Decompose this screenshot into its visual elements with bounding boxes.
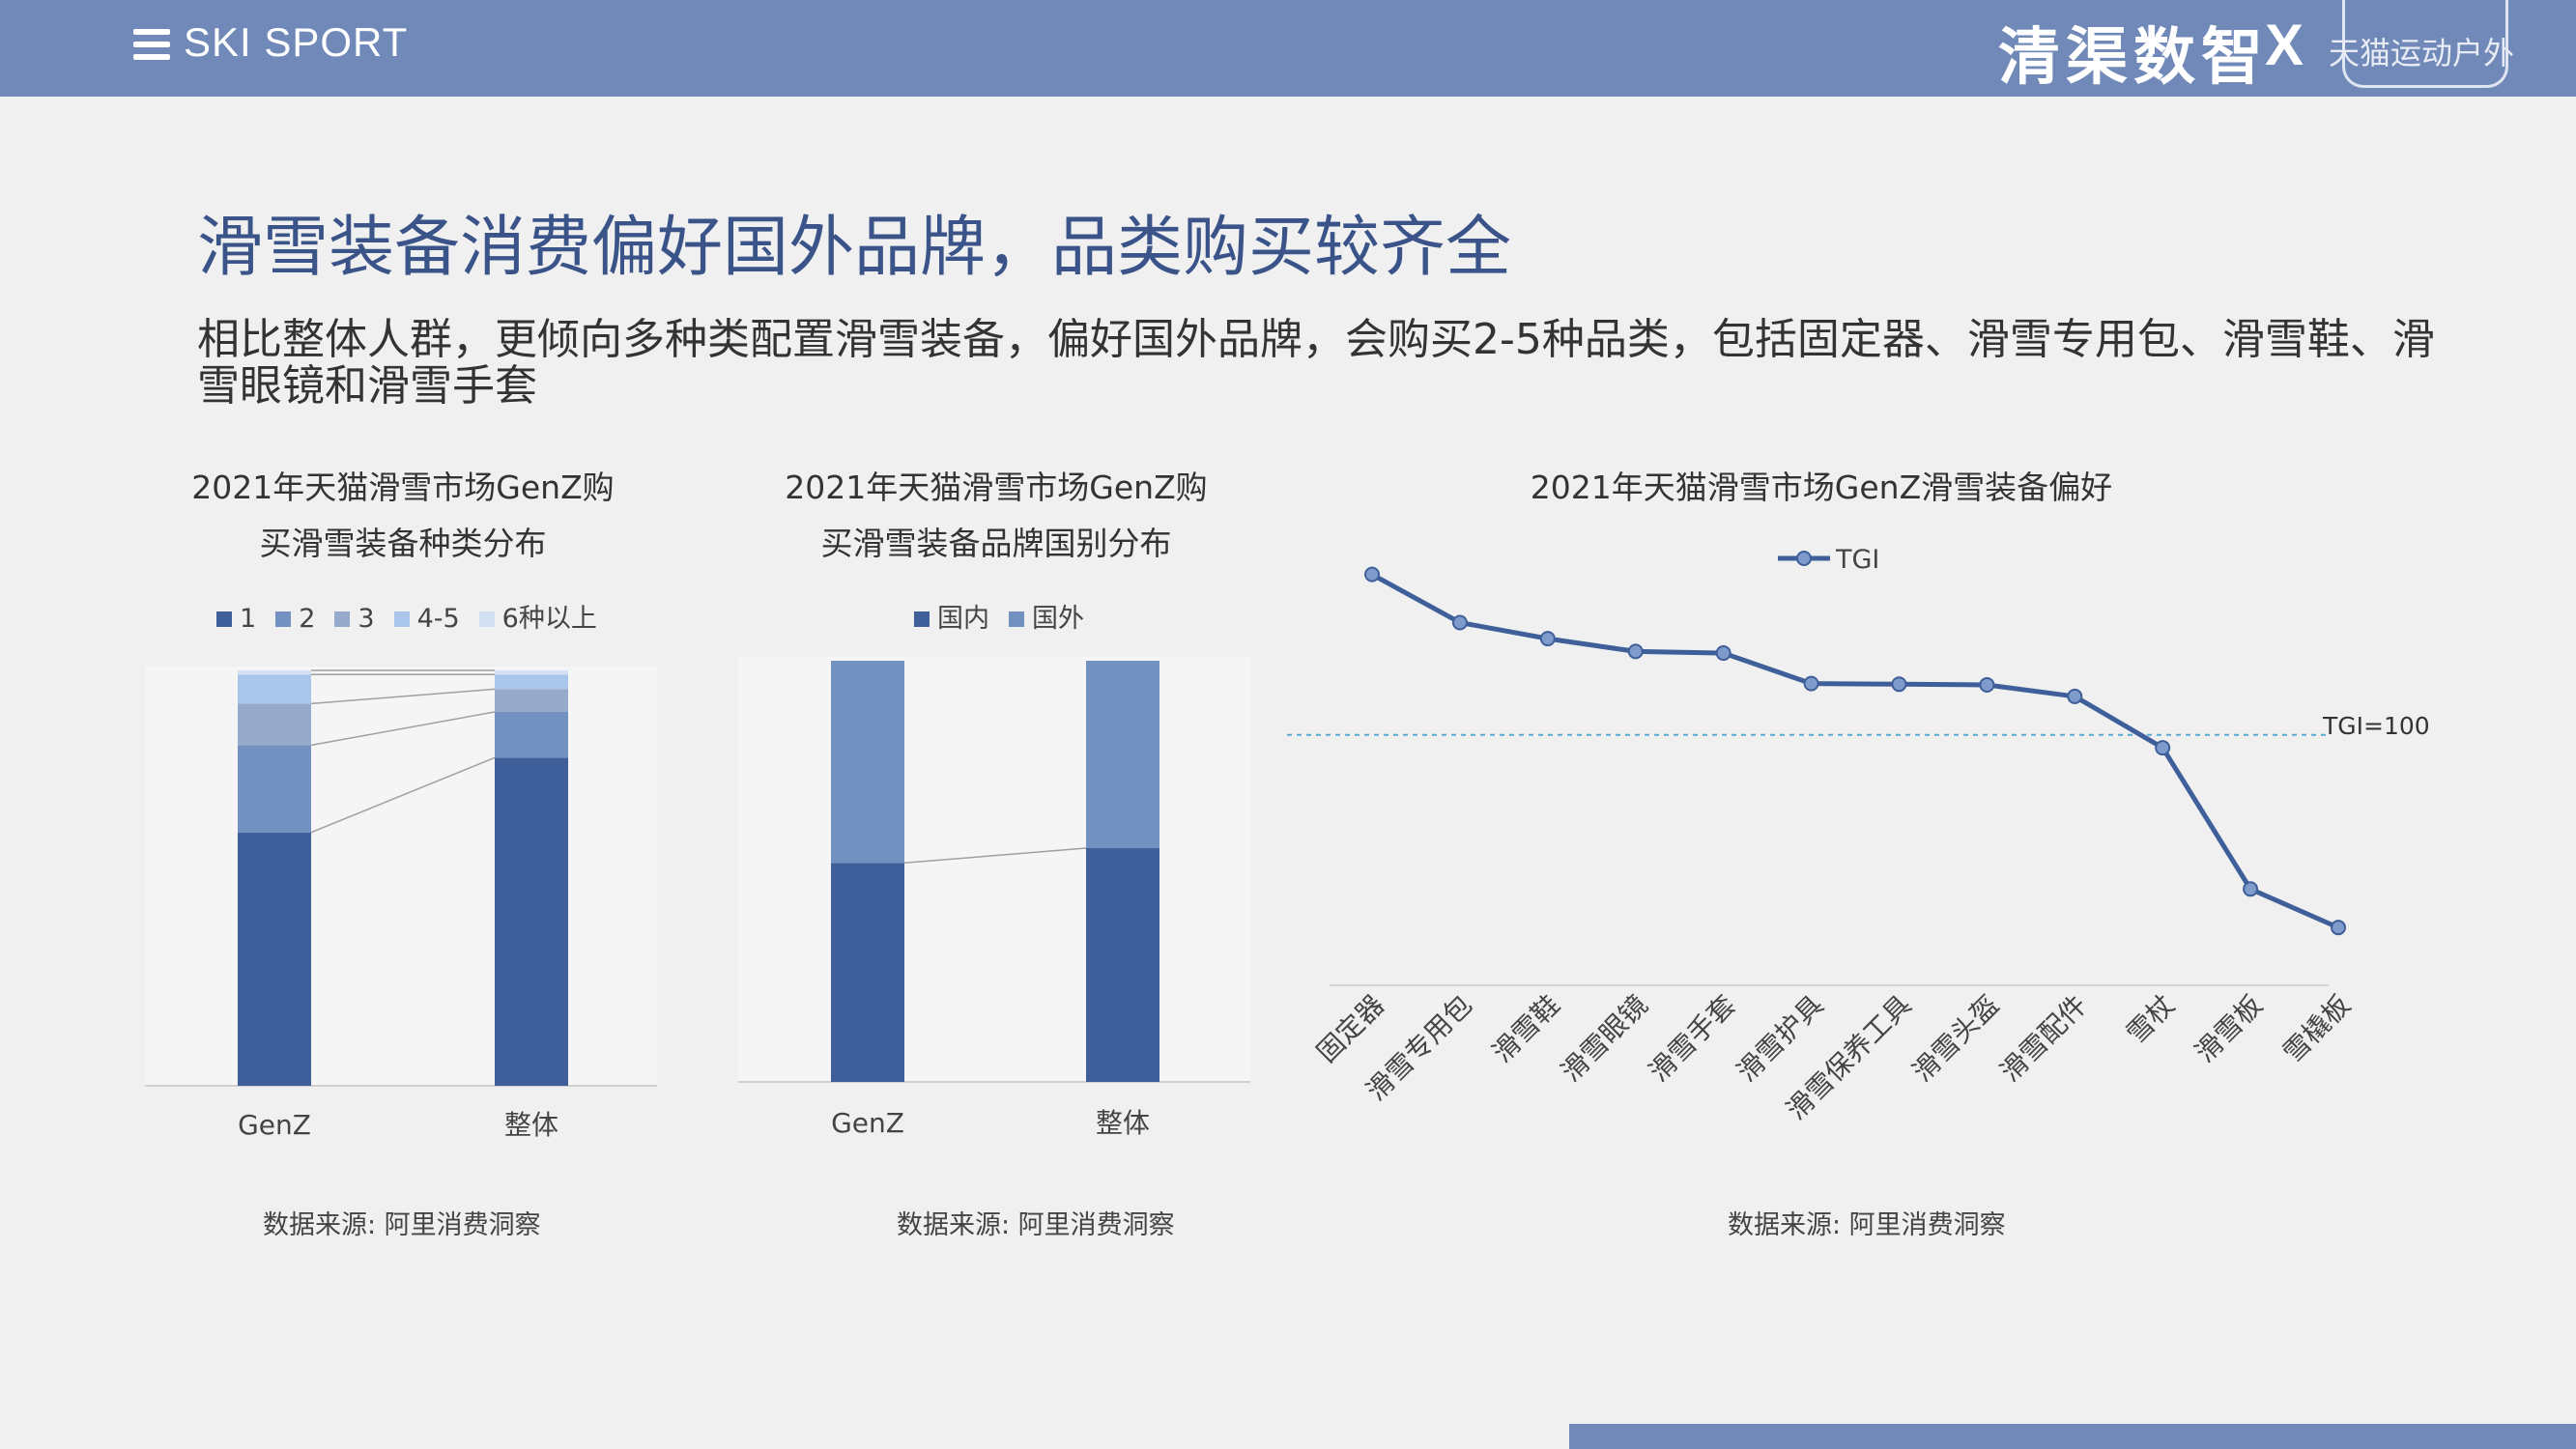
chart2-source: 数据来源: 阿里消费洞察 — [897, 1210, 1175, 1240]
chart2-legend-swatch — [1009, 611, 1024, 627]
chart3-x-tick-label: 雪橇板 — [2276, 989, 2357, 1069]
partner-logo-qingqu: 清渠数智 — [1998, 22, 2269, 94]
chart2-legend-swatch — [914, 611, 930, 627]
chart1-series-connector — [310, 688, 496, 705]
chart1-legend-swatch — [334, 611, 351, 627]
chart2-title-line: 2021年天猫滑雪市场GenZ购 — [785, 469, 1208, 506]
chart1-legend-item: 6种以上 — [478, 597, 597, 635]
header-bar: SKI SPORT 清渠数智 X 天猫运动户外 — [0, 0, 2576, 97]
chart3-x-tick-label: 滑雪眼镜 — [1555, 989, 1654, 1089]
chart3-data-point — [1979, 676, 1995, 693]
chart3-series-line — [1370, 572, 2340, 930]
chart2-series-connector — [903, 847, 1087, 865]
chart3-data-point — [1891, 676, 1907, 693]
page-subtitle: 相比整体人群，更倾向多种类配置滑雪装备，偏好国外品牌，会购买2-5种品类，包括固… — [197, 315, 2435, 411]
chart3-x-tick-label: 滑雪配件 — [1994, 989, 2094, 1089]
chart1-legend-label: 6种以上 — [501, 604, 597, 634]
chart1-bar-segment — [495, 712, 568, 758]
partner-logo-tmall-sport: 天猫运动户外 — [2329, 35, 2515, 71]
chart3-data-point — [2155, 740, 2171, 756]
chart1-legend-label: 4-5 — [416, 604, 460, 634]
chart3-data-point — [2243, 881, 2259, 897]
chart3-x-tick-label: 雪杖 — [2120, 989, 2181, 1050]
chart3-source: 数据来源: 阿里消费洞察 — [1728, 1210, 2006, 1240]
chart1-legend-swatch — [275, 611, 292, 627]
chart3-x-tick-label: 滑雪头盔 — [1906, 989, 2006, 1089]
chart1-legend-item: 4-5 — [393, 604, 460, 634]
chart1-legend-swatch — [393, 611, 410, 627]
chart2-x-tick-label: GenZ — [831, 1107, 904, 1139]
chart1-bar-segment — [238, 670, 311, 675]
tmall-logo-icon — [2342, 0, 2508, 88]
chart2-bar-segment — [831, 661, 904, 864]
chart2-legend-label: 国外 — [1032, 604, 1084, 634]
chart3-data-point — [1364, 566, 1380, 582]
chart1-legend: 1 2 3 4-5 6种以上 — [216, 597, 616, 635]
chart1-title-line: 2021年天猫滑雪市场GenZ购 — [191, 469, 615, 506]
footer-accent-bar — [1569, 1424, 2576, 1449]
chart1-legend-label: 3 — [358, 604, 375, 634]
chart3-x-tick-label: 滑雪鞋 — [1486, 989, 1566, 1069]
chart2-legend-label: 国内 — [937, 604, 989, 634]
chart1-series-connector — [310, 756, 496, 834]
chart3-reference-label: TGI=100 — [2322, 712, 2430, 740]
chart1-legend-swatch — [478, 611, 495, 627]
chart3-legend: TGI — [1778, 545, 1879, 575]
page-title: 滑雪装备消费偏好国外品牌，品类购买较齐全 — [197, 210, 1512, 286]
chart2-x-tick-label: 整体 — [1096, 1107, 1150, 1139]
chart2-legend-item: 国内 — [914, 597, 989, 635]
chart3-x-tick-label: 滑雪板 — [2189, 989, 2269, 1069]
chart3-data-point — [2331, 920, 2346, 936]
chart2-bar-segment — [1086, 661, 1159, 849]
chart2-legend: 国内 国外 — [914, 597, 1103, 635]
chart3-data-point — [1803, 675, 1819, 692]
chart1-legend-item: 1 — [216, 604, 256, 634]
cross-separator: X — [2265, 13, 2304, 77]
chart1-bar-segment — [238, 703, 311, 746]
chart3-data-point — [1539, 631, 1556, 647]
chart2-plot-area — [738, 657, 1250, 1082]
chart2-bar-segment — [1086, 848, 1159, 1082]
chart3-data-point — [1627, 643, 1644, 660]
chart1-title: 2021年天猫滑雪市场GenZ购 买滑雪装备种类分布 — [145, 460, 661, 572]
chart1-legend-item: 3 — [334, 604, 375, 634]
chart2-title: 2021年天猫滑雪市场GenZ购 买滑雪装备品牌国别分布 — [738, 460, 1254, 572]
chart1-source: 数据来源: 阿里消费洞察 — [263, 1210, 541, 1240]
chart1-bar-segment — [495, 670, 568, 675]
chart3-legend-label: TGI — [1835, 545, 1879, 575]
chart1-svg: GenZ 整体 — [145, 667, 657, 1141]
chart2-svg: GenZ 整体 — [738, 657, 1250, 1139]
chart3-data-point — [1715, 645, 1732, 662]
chart1-title-line: 买滑雪装备种类分布 — [259, 525, 547, 562]
chart1-bar-segment — [495, 674, 568, 690]
chart1-x-tick-label: GenZ — [238, 1109, 311, 1141]
chart1-series-connector — [310, 711, 496, 747]
chart1-legend-item: 2 — [275, 604, 315, 634]
chart3-title: 2021年天猫滑雪市场GenZ滑雪装备偏好 — [1530, 469, 2113, 506]
chart2-title-line: 买滑雪装备品牌国别分布 — [820, 525, 1172, 562]
chart1-bar-segment — [238, 674, 311, 704]
chart3-legend-marker — [1796, 551, 1812, 566]
chart2-bar-segment — [831, 863, 904, 1082]
chart1-legend-swatch — [216, 611, 232, 627]
hamburger-menu-icon[interactable] — [133, 29, 170, 60]
chart1-plot-area — [145, 667, 657, 1086]
chart2-legend-item: 国外 — [1009, 597, 1084, 635]
chart3-data-point — [1451, 614, 1468, 631]
chart1-legend-label: 1 — [240, 604, 257, 634]
brand-label: SKI SPORT — [184, 19, 409, 65]
chart1-x-tick-label: 整体 — [504, 1109, 558, 1141]
chart1-bar-segment — [495, 689, 568, 712]
chart3-x-tick-label: 固定器 — [1310, 989, 1390, 1069]
chart3-x-tick-label: 滑雪手套 — [1643, 989, 1742, 1089]
chart3-data-point — [2067, 688, 2083, 704]
chart1-bar-segment — [495, 757, 568, 1086]
chart1-bar-segment — [238, 745, 311, 833]
chart1-bar-segment — [238, 832, 311, 1086]
chart1-legend-label: 2 — [299, 604, 316, 634]
